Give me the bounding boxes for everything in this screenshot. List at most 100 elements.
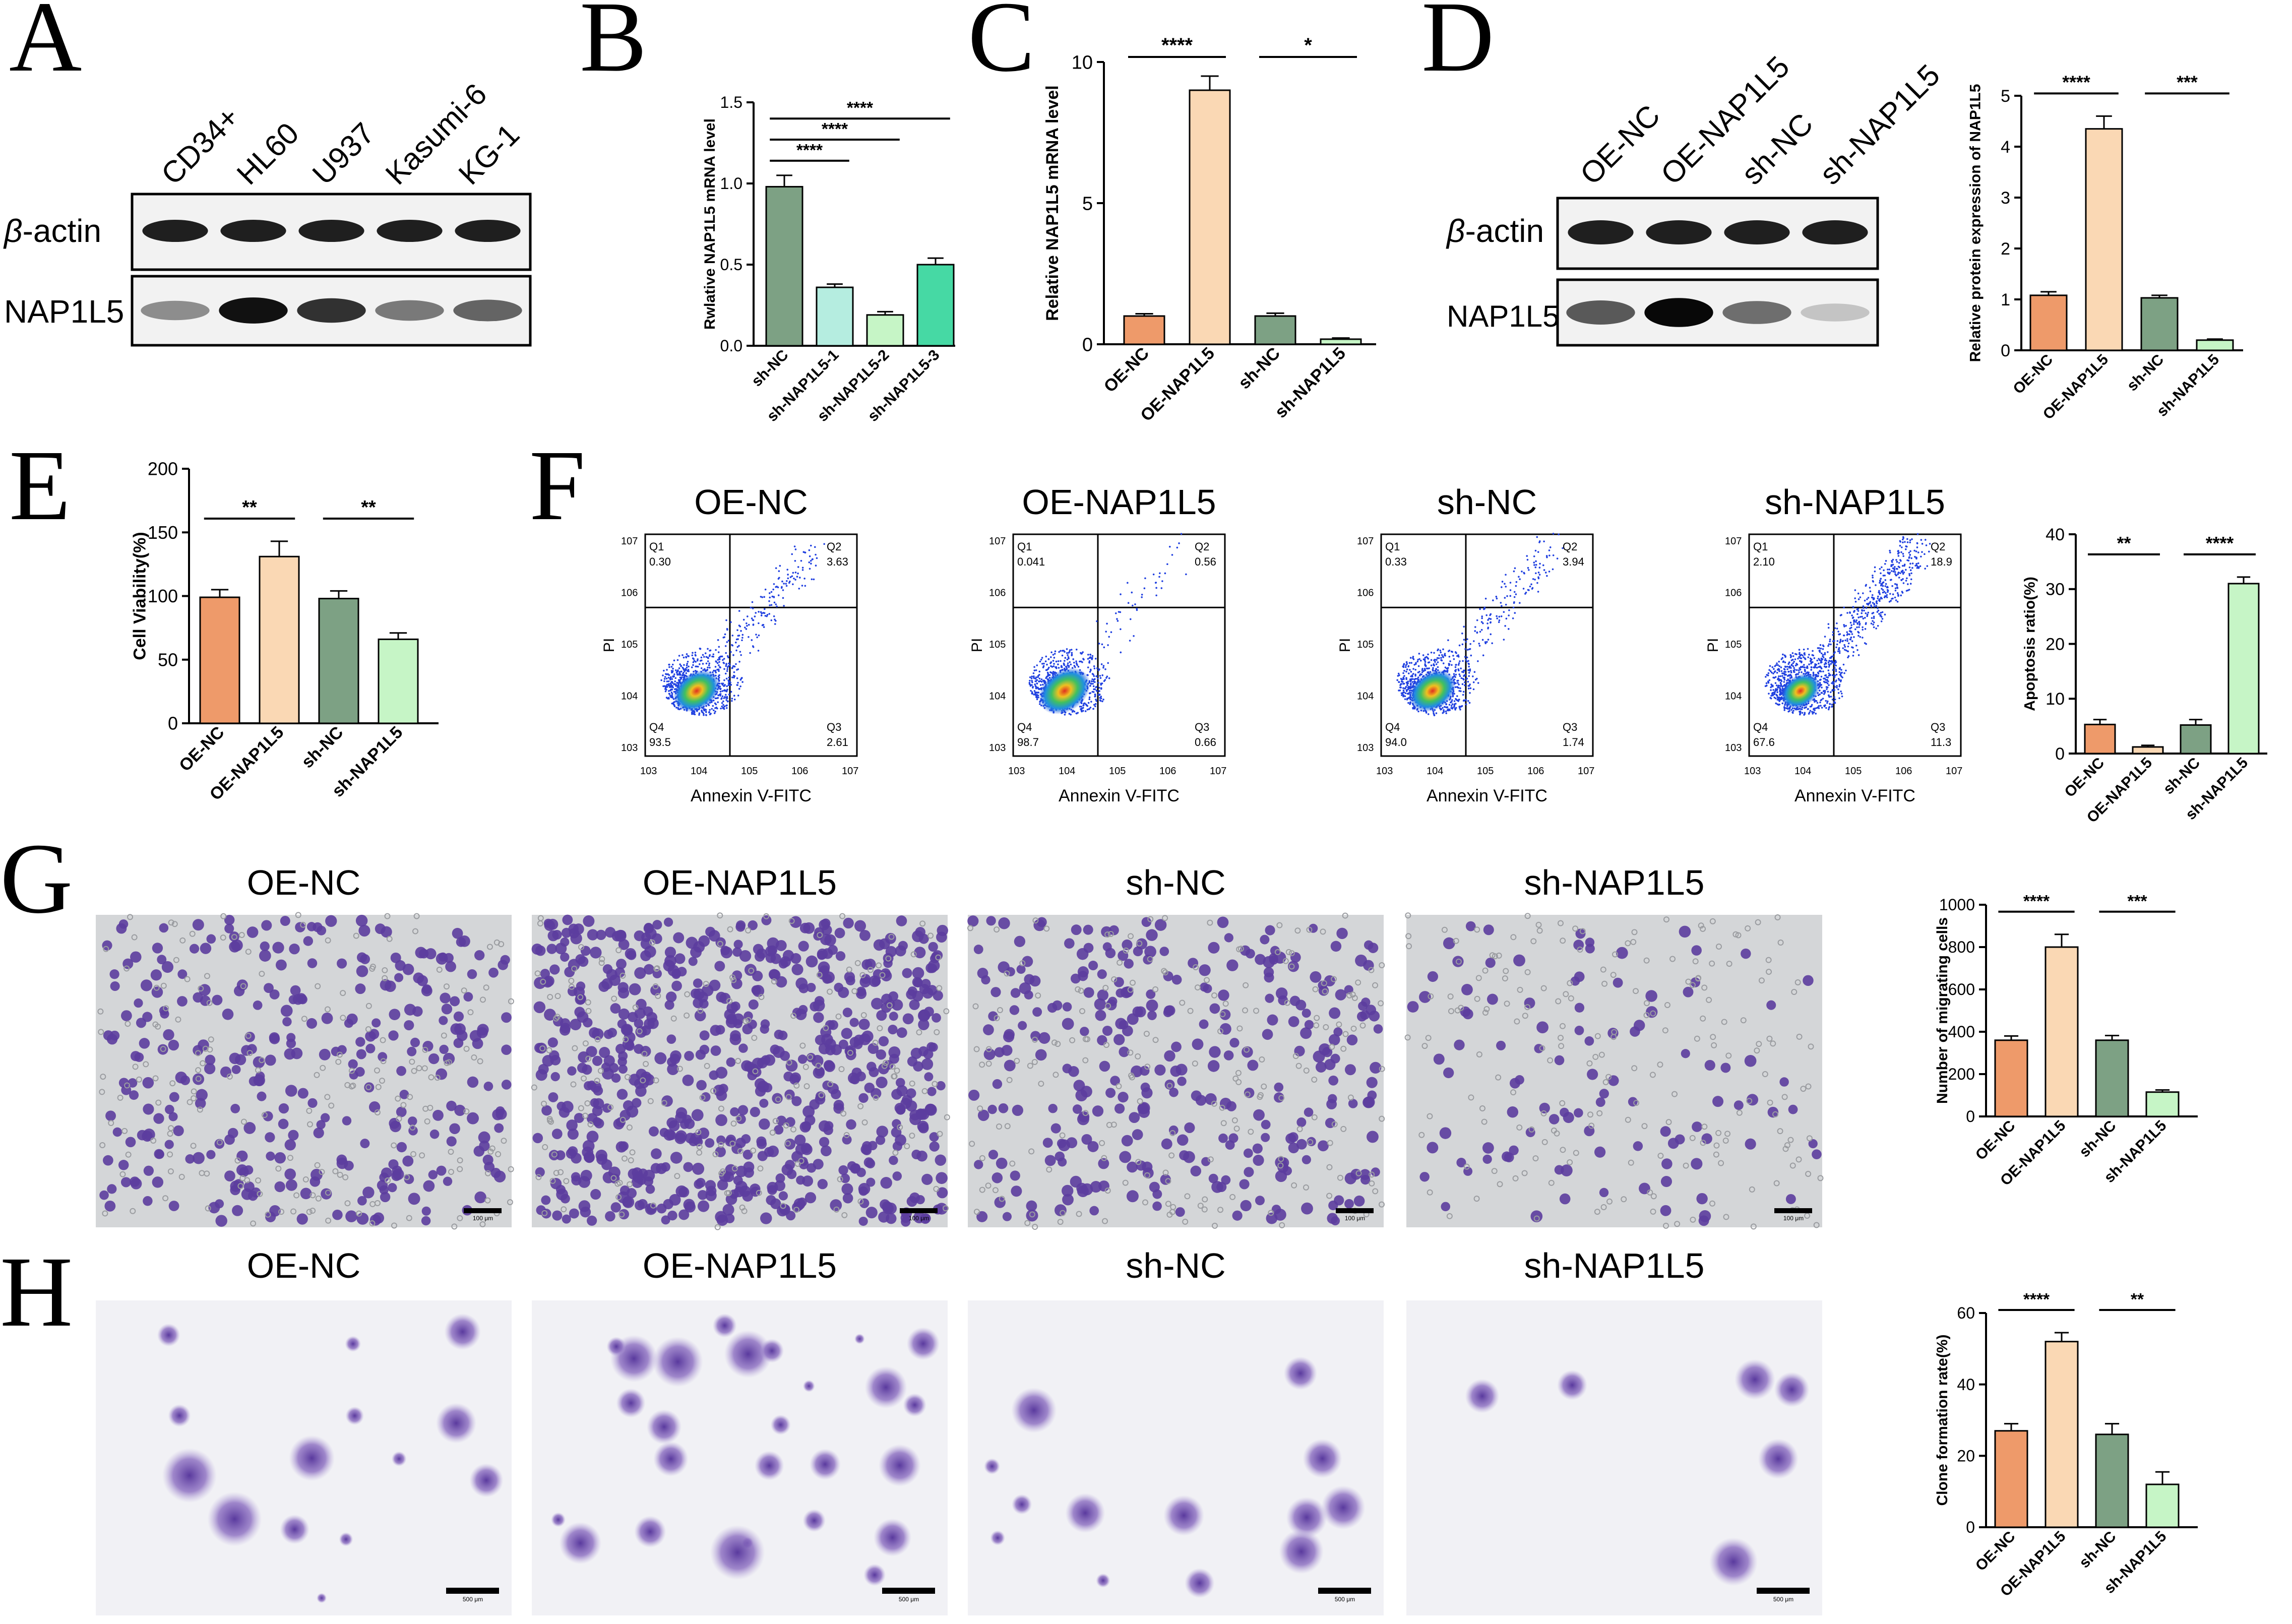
flow-dot — [691, 711, 693, 714]
quadrant-name: Q3 — [827, 721, 841, 733]
flow-dot — [1816, 707, 1818, 709]
flow-dot — [1457, 682, 1459, 684]
significance-label: *** — [2177, 72, 2198, 92]
flow-dot — [1466, 638, 1468, 640]
flow-dot — [1454, 670, 1457, 672]
flow-dot — [1100, 663, 1103, 665]
flow-dot — [1496, 615, 1498, 617]
flow-dot — [802, 551, 805, 553]
bar — [2085, 128, 2123, 351]
flow-dot — [724, 645, 727, 647]
flow-dot — [1513, 570, 1515, 573]
flow-dot — [1775, 702, 1777, 705]
flow-dot — [1451, 664, 1453, 666]
flow-dot — [1185, 573, 1187, 576]
bar — [1254, 315, 1296, 345]
y-tick-label: 40 — [2046, 525, 2065, 544]
flow-dot — [1548, 549, 1551, 551]
flow-dot — [1410, 662, 1413, 664]
flow-dot — [776, 605, 778, 607]
flow-dot — [1800, 654, 1803, 656]
flow-dot — [717, 701, 719, 703]
bar — [2140, 297, 2179, 351]
wb-band-actin — [1568, 220, 1634, 244]
flow-dot — [1412, 656, 1414, 658]
flow-dot — [686, 666, 688, 669]
flow-dot — [1398, 681, 1400, 683]
flow-dot — [671, 685, 673, 688]
flow-dot — [1154, 582, 1157, 584]
flow-dot — [708, 662, 711, 665]
flow-dot — [687, 660, 689, 663]
flow-dot — [679, 674, 682, 676]
flow-dot — [1091, 658, 1093, 660]
flow-dot — [1105, 631, 1107, 633]
flow-dot — [1549, 546, 1552, 548]
flow-dot — [1509, 589, 1512, 591]
flow-dot — [1066, 648, 1068, 650]
flow-dot — [1103, 646, 1105, 649]
flow-dot — [1819, 701, 1821, 704]
flow-dot — [1458, 644, 1461, 647]
flow-dot — [1096, 675, 1098, 677]
flow-dot — [1836, 686, 1838, 689]
flow-dot — [721, 655, 723, 658]
flow-dot — [1032, 672, 1035, 674]
flow-dot — [1402, 665, 1404, 667]
flow-dot — [664, 690, 667, 693]
flow-dot — [762, 623, 764, 626]
flow-dot — [1781, 675, 1783, 677]
quadrant-name: Q2 — [1563, 540, 1577, 553]
flow-dot — [1404, 695, 1406, 698]
flow-dot — [721, 683, 724, 686]
wb-band-nap1l5 — [375, 300, 444, 321]
flow-dot — [1106, 622, 1108, 625]
flow-dot — [1132, 604, 1134, 607]
flow-dot — [1419, 659, 1422, 662]
flow-x-tick: 105 — [1477, 766, 1494, 777]
flow-dot — [1769, 665, 1771, 667]
flow-dot — [752, 619, 755, 621]
flow-dot — [718, 664, 720, 666]
western-blot-a: CD34+ HL60 U937 Kasumi-6 KG-1 β-actin NA… — [3, 77, 532, 347]
flow-dot — [1513, 602, 1515, 604]
flow-dot — [1094, 693, 1096, 696]
flow-dot — [775, 603, 777, 605]
flow-dot — [1822, 655, 1824, 657]
quadrant-name: Q1 — [1017, 540, 1032, 553]
flow-dot — [1422, 658, 1425, 660]
flow-dot — [1093, 675, 1095, 677]
bar — [2196, 339, 2234, 351]
flow-dot — [1410, 670, 1412, 673]
flow-dot — [663, 678, 666, 680]
flow-dot — [707, 666, 709, 669]
flow-dot — [800, 559, 802, 562]
flow-dot — [1405, 685, 1407, 688]
flow-dot — [1100, 688, 1102, 690]
flow-dot — [1457, 654, 1459, 656]
y-tick-label: 1000 — [1939, 896, 1975, 914]
flow-dot — [1406, 682, 1408, 685]
flow-dot — [1843, 672, 1845, 674]
flow-dot — [1402, 677, 1405, 679]
flow-dot — [1114, 612, 1117, 614]
y-tick-label: 20 — [2046, 635, 2065, 654]
flow-dot — [726, 697, 728, 699]
flow-dot — [1155, 594, 1157, 597]
flow-dot — [799, 577, 801, 579]
wb-a-lane-labels: CD34+ HL60 U937 Kasumi-6 KG-1 — [155, 77, 526, 192]
flow-dot — [1490, 621, 1492, 623]
significance-label: ** — [2117, 533, 2131, 553]
flow-dot — [1449, 660, 1451, 662]
flow-dot — [787, 574, 789, 576]
flow-dot — [669, 695, 671, 697]
flow-dot — [1418, 653, 1420, 655]
y-tick-label: 100 — [148, 586, 178, 606]
flow-dot — [1777, 664, 1779, 666]
flow-dot — [1433, 714, 1435, 716]
flow-dot — [1779, 689, 1782, 691]
flow-dot — [1039, 660, 1041, 663]
flow-dot — [719, 691, 722, 693]
flow-dot — [1093, 678, 1095, 681]
flow-dot — [693, 660, 696, 662]
